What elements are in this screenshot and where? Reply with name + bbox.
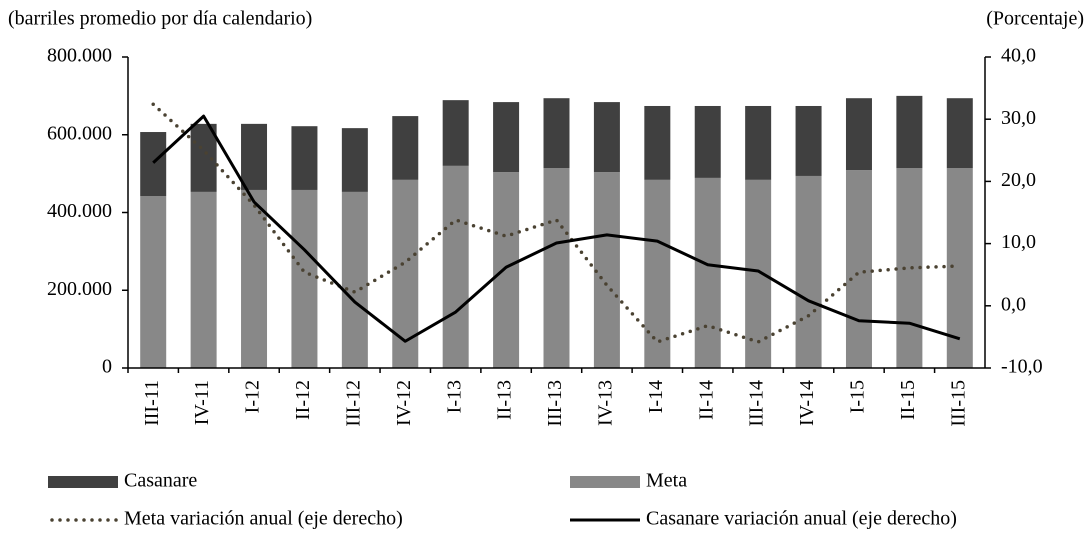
y-tick-label: 400.000 [47, 200, 112, 222]
bar [291, 126, 318, 190]
y2-tick-label: 30,0 [1001, 107, 1036, 129]
x-tick-label: II-12 [292, 380, 314, 420]
y2-tick-label: 20,0 [1001, 169, 1036, 191]
bar [745, 105, 772, 180]
y2-tick-label: 40,0 [1001, 45, 1036, 67]
bar [291, 189, 318, 368]
bar [845, 98, 872, 171]
x-tick-label: III-15 [947, 380, 969, 427]
x-tick-label: IV-12 [393, 380, 415, 426]
bar [845, 170, 872, 368]
line-series [151, 102, 962, 344]
y-tick-label: 600.000 [47, 122, 112, 144]
x-tick-label: II-14 [695, 380, 717, 420]
x-tick-label: III-11 [141, 380, 163, 426]
y-tick-label: 200.000 [47, 278, 112, 300]
x-tick-label: I-13 [443, 380, 465, 413]
bar [493, 172, 520, 368]
bar [946, 98, 973, 169]
bar [392, 116, 419, 180]
bar [543, 168, 570, 368]
line-series [152, 114, 961, 343]
x-tick-label: IV-13 [595, 380, 617, 426]
legend-label: Meta [646, 470, 687, 492]
y-axis-label: (barriles promedio por día calendario) [8, 8, 312, 30]
x-tick-label: III-12 [342, 380, 364, 427]
x-tick-label: I-15 [847, 380, 869, 413]
bar [795, 175, 822, 368]
bar [241, 189, 268, 368]
y-tick-label: 800.000 [47, 45, 112, 67]
legend-swatch [570, 476, 640, 488]
y2-tick-label: -10,0 [1001, 356, 1043, 378]
x-tick-label: I-14 [645, 380, 667, 413]
bar [140, 132, 167, 197]
x-tick-label: II-13 [494, 380, 516, 420]
bar [694, 105, 721, 178]
bar [341, 191, 368, 368]
x-tick-label: IV-11 [191, 380, 213, 425]
bar [493, 102, 520, 173]
bar [644, 179, 671, 368]
bar [896, 95, 923, 169]
bar [896, 168, 923, 368]
bar [190, 191, 217, 368]
x-tick-label: III-13 [544, 380, 566, 427]
bar [593, 172, 620, 368]
legend-label: Casanare [124, 470, 197, 492]
bar [543, 98, 570, 169]
legend-swatch [48, 476, 118, 488]
x-tick-label: III-14 [746, 380, 768, 427]
x-tick-label: II-15 [897, 380, 919, 420]
bar [241, 123, 268, 190]
y2-axis-label: (Porcentaje) [986, 8, 1084, 30]
bar [694, 177, 721, 368]
x-tick-label: I-12 [242, 380, 264, 413]
bar [442, 165, 469, 368]
y2-tick-label: 10,0 [1001, 231, 1036, 253]
bar [644, 105, 671, 180]
bar [745, 179, 772, 368]
bar [593, 102, 620, 173]
bar [140, 196, 167, 368]
y2-tick-label: 0,0 [1001, 293, 1026, 315]
legend-label: Meta variación anual (eje derecho) [124, 508, 403, 530]
y-tick-label: 0 [102, 356, 112, 378]
bar [442, 100, 469, 166]
bar [341, 128, 368, 192]
x-tick-label: IV-14 [796, 380, 818, 426]
legend-label: Casanare variación anual (eje derecho) [646, 508, 957, 530]
bar [795, 105, 822, 176]
